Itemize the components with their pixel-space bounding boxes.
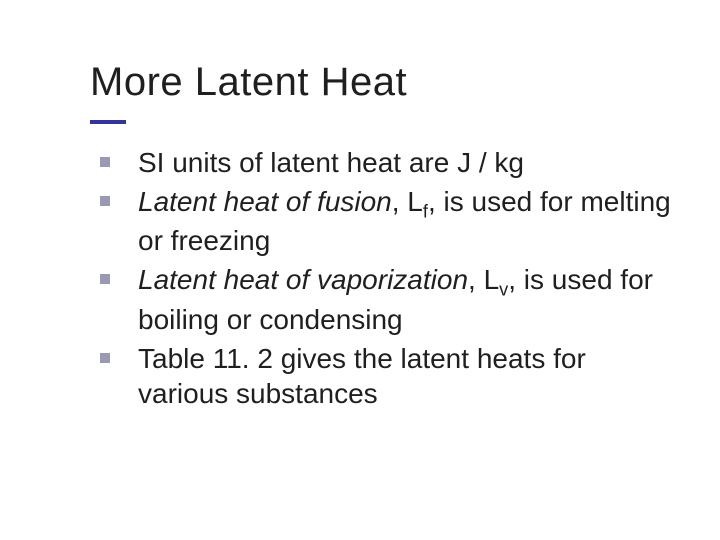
bullet-text: SI units of latent heat are J / kg <box>138 147 524 178</box>
square-bullet-icon <box>100 353 110 363</box>
square-bullet-icon <box>100 157 110 167</box>
square-bullet-icon <box>100 196 110 206</box>
square-bullet-icon <box>100 274 110 284</box>
slide: More Latent Heat SI units of latent heat… <box>0 0 720 540</box>
bullet-text: Table 11. 2 gives the latent heats for v… <box>138 343 586 409</box>
slide-title: More Latent Heat <box>90 60 680 105</box>
bullet-item: Latent heat of vaporization, Lv, is used… <box>138 262 680 336</box>
bullet-item: Table 11. 2 gives the latent heats for v… <box>138 341 680 411</box>
bullet-item: Latent heat of fusion, Lf, is used for m… <box>138 184 680 258</box>
bullet-list: SI units of latent heat are J / kg Latent… <box>90 145 680 411</box>
bullet-text: Latent heat of vaporization, Lv, is used… <box>138 264 653 334</box>
title-underline-accent <box>90 120 126 124</box>
bullet-item: SI units of latent heat are J / kg <box>138 145 680 180</box>
bullet-text: Latent heat of fusion, Lf, is used for m… <box>138 186 671 256</box>
